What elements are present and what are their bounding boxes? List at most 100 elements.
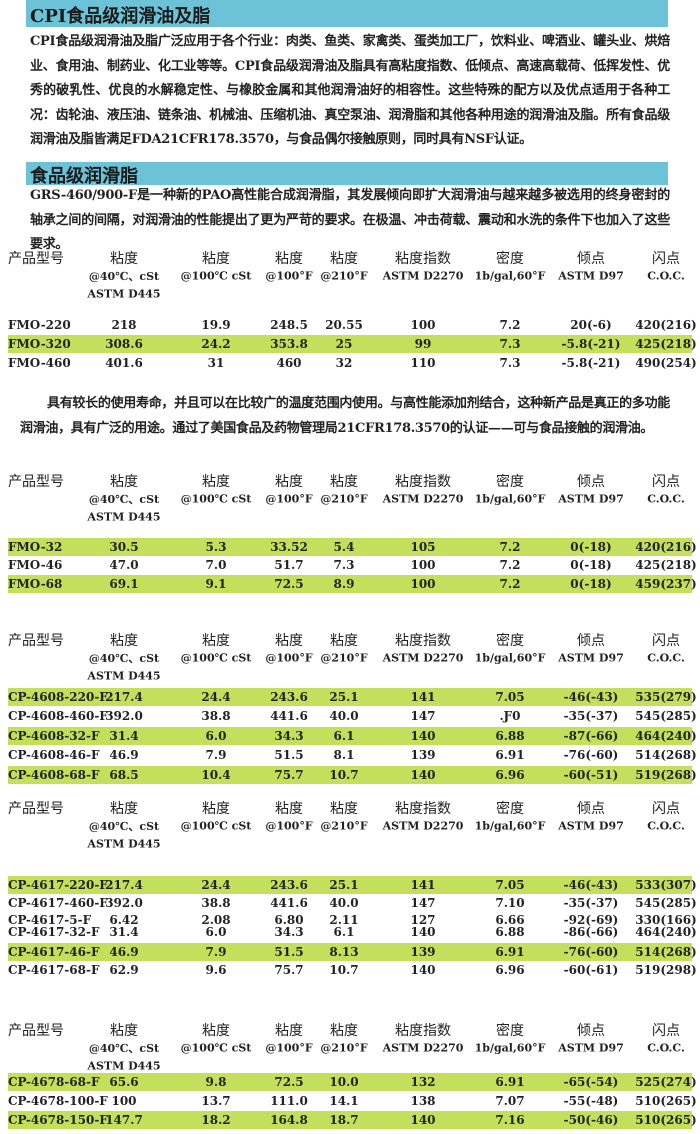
column-header: 倾点 xyxy=(577,474,605,490)
column-header: 粘度指数 xyxy=(395,633,451,649)
spec-value: 13.7 xyxy=(201,1094,231,1108)
spec-value: 47.0 xyxy=(109,558,139,572)
product-model: CP-4608-32-F xyxy=(8,729,100,743)
spec-value: 20(-6) xyxy=(570,318,612,332)
spec-value: 6.91 xyxy=(495,945,525,959)
product-model: FMO-46 xyxy=(8,558,63,572)
column-subheader: @210°F xyxy=(320,651,368,665)
spec-value: 217.4 xyxy=(105,690,143,704)
column-subheader: @100°F xyxy=(265,1041,313,1055)
spec-value: 9.6 xyxy=(205,963,227,977)
spec-value: 10.7 xyxy=(329,768,359,782)
column-header: 密度 xyxy=(496,633,524,649)
product-model: FMO-220 xyxy=(8,318,71,332)
spec-value: 25.1 xyxy=(329,878,359,892)
spec-value: 8.9 xyxy=(333,577,355,591)
column-header: 粘度 xyxy=(330,474,358,490)
column-subheader: @100°F xyxy=(265,492,313,506)
column-header: 粘度 xyxy=(202,633,230,649)
column-header: 闪点 xyxy=(652,1023,680,1039)
column-subheader: @100°F xyxy=(265,819,313,833)
column-subheader: C.O.C. xyxy=(647,651,685,665)
spec-value: 140 xyxy=(410,963,436,977)
column-header: 密度 xyxy=(496,801,524,817)
product-model: CP-4608-46-F xyxy=(8,748,100,762)
spec-value: 420(216) xyxy=(635,540,697,554)
column-header: 倾点 xyxy=(577,633,605,649)
column-header: 倾点 xyxy=(577,251,605,267)
column-subheader: @210°F xyxy=(320,819,368,833)
spec-value: 308.6 xyxy=(105,337,143,351)
spec-value: 25 xyxy=(335,337,353,351)
spec-value: 459(237) xyxy=(635,577,697,591)
column-header: 粘度 xyxy=(275,801,303,817)
spec-value: 7.9 xyxy=(205,945,227,959)
spec-value: 519(298) xyxy=(635,963,697,977)
column-subheader: 1b/gal,60°F xyxy=(474,651,546,665)
column-subheader: @100°F xyxy=(265,269,313,283)
spec-value: 51.5 xyxy=(274,945,304,959)
spec-value: 72.5 xyxy=(274,1075,304,1089)
column-subheader: @210°F xyxy=(320,1041,368,1055)
column-header: 粘度 xyxy=(110,633,138,649)
column-header: 粘度 xyxy=(110,474,138,490)
spec-value: 75.7 xyxy=(274,963,304,977)
column-subheader: @40℃、cSt xyxy=(88,652,160,665)
spec-value: 141 xyxy=(410,878,436,892)
spec-value: 8.13 xyxy=(329,945,359,959)
spec-value: 510(265) xyxy=(635,1094,697,1108)
spec-value: 75.7 xyxy=(274,768,304,782)
column-subheader: ASTM D2270 xyxy=(382,269,464,283)
spec-value: 5.3 xyxy=(205,540,227,554)
product-model: CP-4608-460-F xyxy=(8,709,108,723)
column-subheader: ASTM D97 xyxy=(558,1041,624,1055)
spec-value: 25.1 xyxy=(329,690,359,704)
spec-value: 490(254) xyxy=(635,356,697,370)
spec-value: 7.0 xyxy=(205,558,227,572)
spec-value: 217.4 xyxy=(105,878,143,892)
spec-value: 62.9 xyxy=(109,963,139,977)
column-header: 产品型号 xyxy=(8,251,64,267)
column-header: 倾点 xyxy=(577,1023,605,1039)
spec-value: 18.2 xyxy=(201,1113,231,1127)
spec-value: 100 xyxy=(111,1094,137,1108)
spec-value: 19.9 xyxy=(201,318,231,332)
spec-value: 514(268) xyxy=(635,748,697,762)
spec-value: 7.10 xyxy=(495,896,525,910)
product-model: CP-4617-32-F xyxy=(8,925,100,939)
spec-value: 6.96 xyxy=(495,768,525,782)
spec-value: 464(240) xyxy=(635,925,697,939)
spec-value: 40.0 xyxy=(329,709,359,723)
column-subheader: @210°F xyxy=(320,269,368,283)
spec-value: 514(268) xyxy=(635,945,697,959)
spec-value: -92(-69) xyxy=(563,913,619,927)
column-subheader: ASTM D2270 xyxy=(382,492,464,506)
spec-value: -65(-54) xyxy=(563,1075,619,1089)
spec-value: 7.2 xyxy=(499,558,521,572)
column-subheader: ASTM D445 xyxy=(87,837,161,851)
spec-value: 441.6 xyxy=(270,709,308,723)
spec-value: 7.2 xyxy=(499,318,521,332)
product-model: CP-4617-68-F xyxy=(8,963,100,977)
spec-value: 0(-18) xyxy=(570,540,612,554)
column-header: 粘度 xyxy=(202,801,230,817)
spec-value: 441.6 xyxy=(270,896,308,910)
spec-value: -55(-48) xyxy=(563,1094,619,1108)
column-subheader: @40℃、cSt xyxy=(88,820,160,833)
spec-value: -76(-60) xyxy=(563,945,619,959)
spec-value: -46(-43) xyxy=(563,690,619,704)
spec-value: 6.91 xyxy=(495,1075,525,1089)
spec-value: 330(166) xyxy=(635,913,697,927)
row-highlight xyxy=(8,335,692,353)
column-subheader: @210°F xyxy=(320,492,368,506)
spec-value: -76(-60) xyxy=(563,748,619,762)
product-model: CP-4678-100-F xyxy=(8,1094,108,1108)
spec-value: 7.07 xyxy=(495,1094,525,1108)
spec-value: 7.9 xyxy=(205,748,227,762)
spec-value: 46.9 xyxy=(109,748,139,762)
spec-value: 425(218) xyxy=(635,558,697,572)
column-header: 粘度 xyxy=(275,251,303,267)
column-header: 密度 xyxy=(496,1023,524,1039)
spec-value: 24.4 xyxy=(201,878,231,892)
